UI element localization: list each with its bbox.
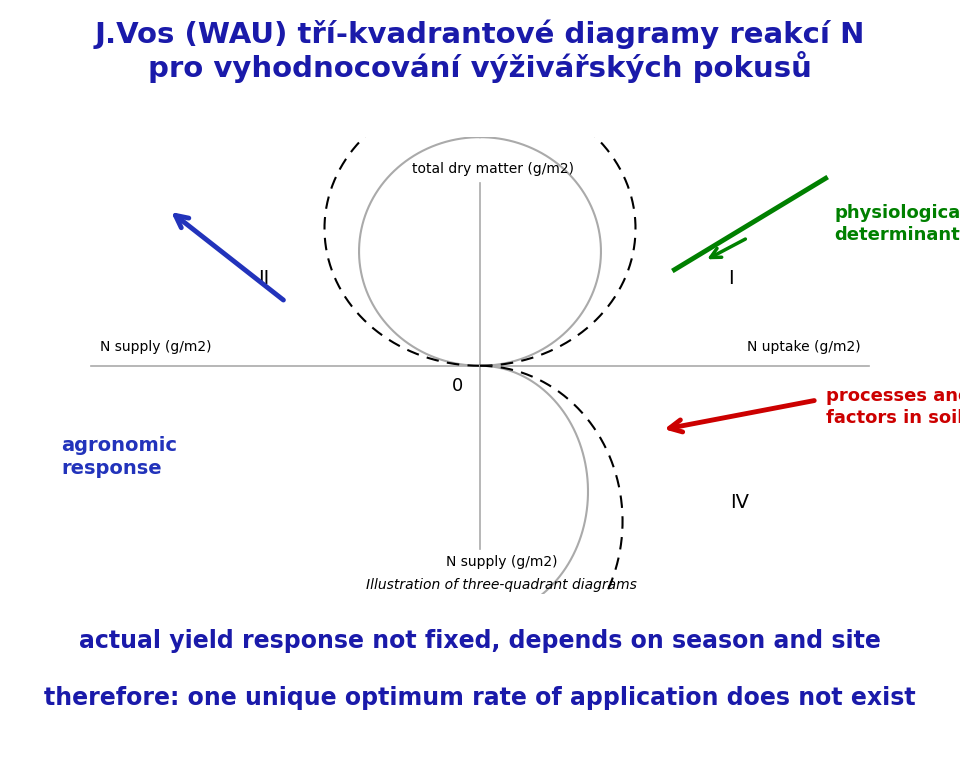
- Text: physiological
determinants: physiological determinants: [834, 204, 960, 244]
- Text: actual yield response not fixed, depends on season and site: actual yield response not fixed, depends…: [79, 629, 881, 652]
- Text: II: II: [258, 270, 270, 288]
- Text: processes and
factors in soil: processes and factors in soil: [826, 387, 960, 427]
- Text: total dry matter (g/m2): total dry matter (g/m2): [412, 162, 574, 176]
- Text: N uptake (g/m2): N uptake (g/m2): [747, 341, 860, 354]
- Text: pro vyhodnocování výživářských pokusů: pro vyhodnocování výživářských pokusů: [148, 51, 812, 83]
- Text: therefore: one unique optimum rate of application does not exist: therefore: one unique optimum rate of ap…: [44, 686, 916, 709]
- Text: I: I: [728, 270, 733, 288]
- Text: agronomic
response: agronomic response: [61, 436, 177, 479]
- Text: N supply (g/m2): N supply (g/m2): [100, 341, 211, 354]
- Text: N supply (g/m2): N supply (g/m2): [445, 555, 558, 569]
- Text: Illustration of three-quadrant diagrams: Illustration of three-quadrant diagrams: [366, 578, 637, 592]
- Text: 0: 0: [451, 377, 463, 395]
- Text: IV: IV: [730, 494, 749, 512]
- Text: J.Vos (WAU) tří-kvadrantové diagramy reakcí N: J.Vos (WAU) tří-kvadrantové diagramy rea…: [95, 19, 865, 49]
